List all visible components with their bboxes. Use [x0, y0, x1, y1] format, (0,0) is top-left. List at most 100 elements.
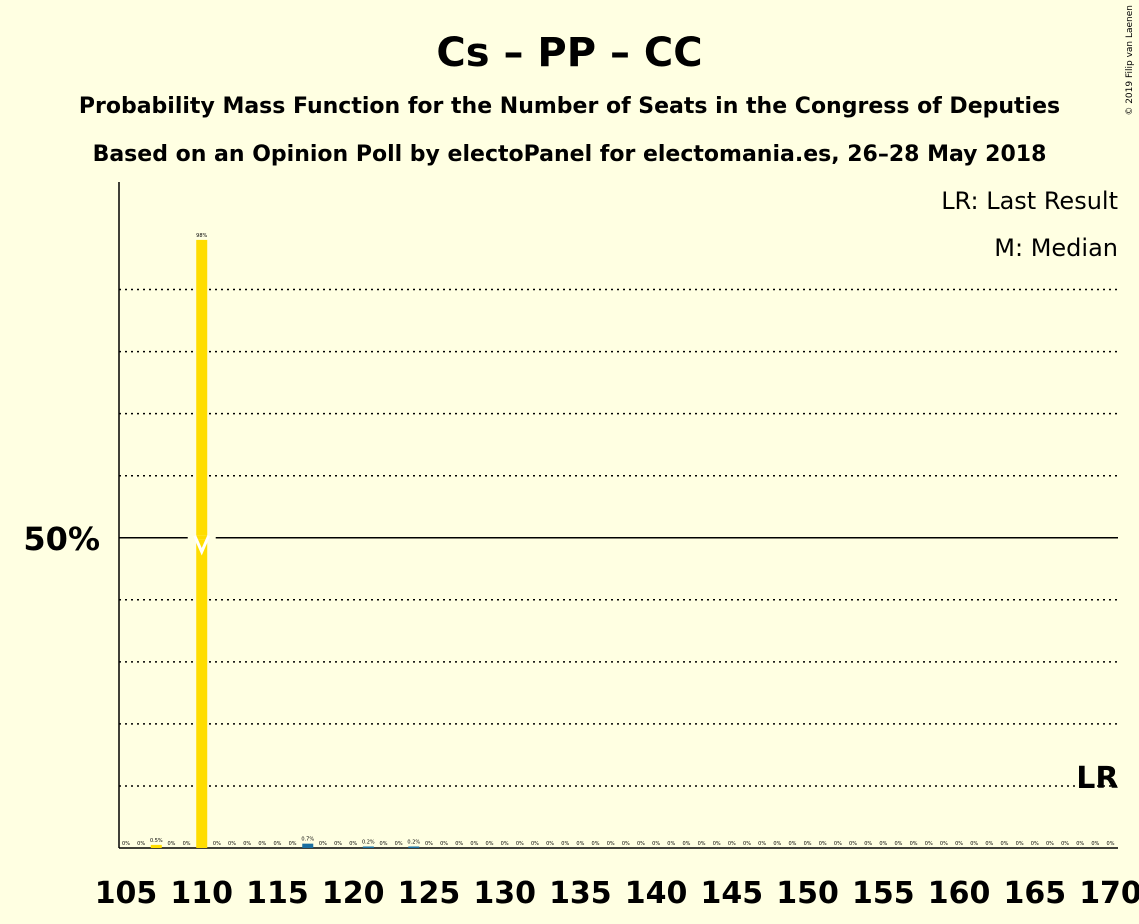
zero-label-seat-116: 0%	[289, 841, 297, 847]
x-tick-130: 130	[473, 876, 536, 911]
zero-label-seat-122: 0%	[380, 841, 388, 847]
zero-label-seat-127: 0%	[455, 841, 463, 847]
zero-label-seat-164: 0%	[1016, 841, 1024, 847]
x-tick-170: 170	[1079, 876, 1139, 911]
zero-label-seat-111: 0%	[213, 841, 221, 847]
zero-label-seat-120: 0%	[349, 841, 357, 847]
zero-label-seat-167: 0%	[1061, 841, 1069, 847]
zero-label-seat-112: 0%	[228, 841, 236, 847]
zero-label-seat-144: 0%	[713, 841, 721, 847]
bar-label-seat-110: 98%	[196, 233, 207, 239]
zero-label-seat-118: 0%	[319, 841, 327, 847]
zero-label-seat-140: 0%	[652, 841, 660, 847]
zero-label-seat-162: 0%	[985, 841, 993, 847]
zero-label-seat-157: 0%	[910, 841, 918, 847]
zero-label-seat-130: 0%	[501, 841, 509, 847]
bar-seat-107	[150, 844, 162, 848]
last-result-label: LR	[1076, 761, 1118, 796]
bar-label-seat-121: 0.2%	[362, 840, 375, 846]
zero-label-seat-136: 0%	[592, 841, 600, 847]
chart-title: Cs – PP – CC	[436, 30, 702, 76]
zero-label-seat-114: 0%	[258, 841, 266, 847]
zero-label-seat-148: 0%	[773, 841, 781, 847]
x-tick-150: 150	[776, 876, 839, 911]
bar-seat-121	[362, 846, 374, 848]
bar-seat-110	[196, 239, 208, 848]
zero-label-seat-163: 0%	[1001, 841, 1009, 847]
zero-label-seat-142: 0%	[682, 841, 690, 847]
x-tick-125: 125	[398, 876, 461, 911]
zero-label-seat-165: 0%	[1031, 841, 1039, 847]
x-tick-115: 115	[246, 876, 309, 911]
zero-label-seat-106: 0%	[137, 841, 145, 847]
zero-label-seat-113: 0%	[243, 841, 251, 847]
bar-seat-124	[408, 846, 420, 848]
x-tick-labels: 105 110 115 120 125 130 135 140 145 150 155 160 165 1…	[95, 876, 1139, 911]
zero-label-seat-138: 0%	[622, 841, 630, 847]
median-bar-overlap	[196, 535, 208, 540]
zero-label-seat-169: 0%	[1091, 841, 1099, 847]
fifty-percent-label: 50%	[23, 520, 100, 558]
zero-label-seat-129: 0%	[486, 841, 494, 847]
chart-subtitle-2: Based on an Opinion Poll by electoPanel …	[93, 142, 1047, 167]
x-tick-135: 135	[549, 876, 612, 911]
zero-label-seat-145: 0%	[728, 841, 736, 847]
zero-label-seat-133: 0%	[546, 841, 554, 847]
x-tick-155: 155	[852, 876, 915, 911]
legend-median: M: Median	[994, 234, 1118, 262]
zero-label-seat-115: 0%	[273, 841, 281, 847]
zero-label-seat-131: 0%	[516, 841, 524, 847]
zero-label-seat-147: 0%	[758, 841, 766, 847]
zero-label-seat-119: 0%	[334, 841, 342, 847]
zero-label-seat-146: 0%	[743, 841, 751, 847]
x-tick-145: 145	[701, 876, 764, 911]
x-tick-105: 105	[95, 876, 158, 911]
bar-seat-117	[302, 843, 314, 848]
x-tick-160: 160	[928, 876, 991, 911]
chart-subtitle-1: Probability Mass Function for the Number…	[79, 94, 1060, 119]
zero-label-seat-141: 0%	[667, 841, 675, 847]
zero-label-seat-123: 0%	[395, 841, 403, 847]
zero-label-seat-108: 0%	[167, 841, 175, 847]
x-tick-110: 110	[170, 876, 233, 911]
zero-labels-group: 0% 0% 0% 0% 0% 0% 0% 0% 0% 0% 0% 0% 0% 0% 0% 0% 0% 0% 0% 0%…	[122, 841, 1115, 847]
zero-label-seat-168: 0%	[1076, 841, 1084, 847]
x-tick-120: 120	[322, 876, 385, 911]
zero-label-seat-105: 0%	[122, 841, 130, 847]
zero-label-seat-109: 0%	[183, 841, 191, 847]
zero-label-seat-143: 0%	[698, 841, 706, 847]
x-tick-140: 140	[625, 876, 688, 911]
zero-label-seat-132: 0%	[531, 841, 539, 847]
zero-label-seat-161: 0%	[970, 841, 978, 847]
grid-lines	[119, 288, 1118, 787]
bar-label-seat-107: 0.5%	[150, 838, 163, 844]
zero-label-seat-153: 0%	[849, 841, 857, 847]
zero-label-seat-134: 0%	[561, 841, 569, 847]
zero-label-seat-139: 0%	[637, 841, 645, 847]
bar-label-seat-117: 0.7%	[301, 837, 314, 843]
zero-label-seat-170: 0%	[1107, 841, 1115, 847]
copyright-text: © 2019 Filip van Laenen	[1125, 5, 1135, 116]
zero-label-seat-160: 0%	[955, 841, 963, 847]
zero-label-seat-125: 0%	[425, 841, 433, 847]
median-marker	[193, 535, 211, 556]
zero-label-seat-155: 0%	[879, 841, 887, 847]
zero-label-seat-137: 0%	[607, 841, 615, 847]
zero-label-seat-154: 0%	[864, 841, 872, 847]
x-tick-165: 165	[1003, 876, 1066, 911]
legend-last-result: LR: Last Result	[941, 187, 1118, 215]
zero-label-seat-149: 0%	[788, 841, 796, 847]
zero-label-seat-128: 0%	[470, 841, 478, 847]
zero-label-seat-135: 0%	[576, 841, 584, 847]
zero-label-seat-152: 0%	[834, 841, 842, 847]
zero-label-seat-126: 0%	[440, 841, 448, 847]
bars-group: 0.5% 98% 0.7% 0.2% 0.2%	[150, 233, 420, 848]
zero-label-seat-158: 0%	[925, 841, 933, 847]
zero-label-seat-150: 0%	[804, 841, 812, 847]
bar-label-seat-124: 0.2%	[407, 840, 420, 846]
zero-label-seat-159: 0%	[940, 841, 948, 847]
zero-label-seat-156: 0%	[894, 841, 902, 847]
zero-label-seat-151: 0%	[819, 841, 827, 847]
zero-label-seat-166: 0%	[1046, 841, 1054, 847]
